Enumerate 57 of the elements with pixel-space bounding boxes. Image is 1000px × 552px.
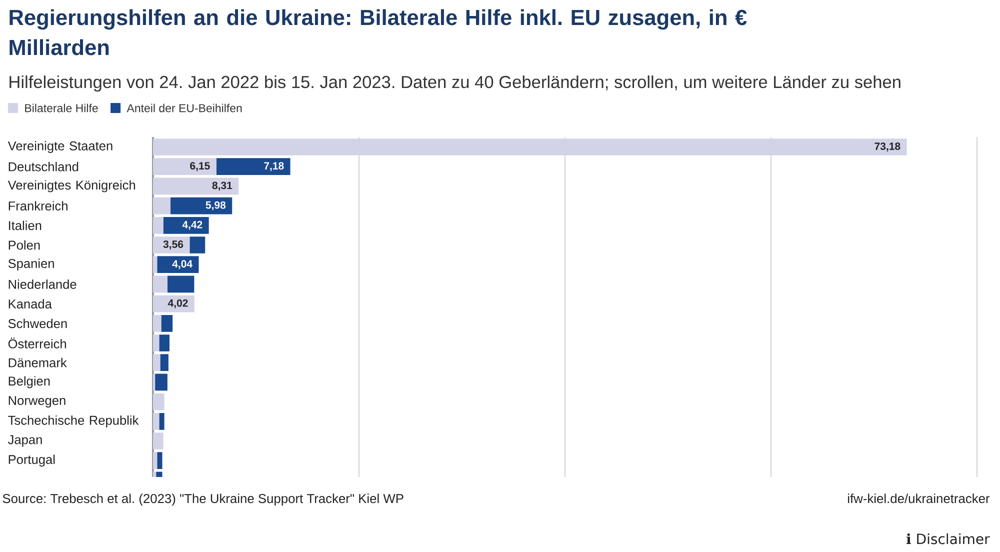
y-tick-label: Kanada <box>8 299 52 309</box>
y-tick-label: Vereinigte Staaten <box>8 141 112 153</box>
text: ℹ Disclaimer <box>906 533 990 544</box>
data-label: 3,56 <box>163 240 184 250</box>
y-tick-label: Frankreich <box>8 201 68 211</box>
y-tick-label: Niederlande <box>8 280 76 289</box>
chart-title: Regierungshilfen an die Ukraine: Bilaterale Hilfe inkl. EU zusagen, in € Milliarden <box>10 9 747 56</box>
bar <box>153 354 160 372</box>
bar <box>153 158 216 176</box>
y-tick-label: Spanien <box>8 258 54 271</box>
bar <box>153 334 160 352</box>
bar <box>157 256 199 274</box>
bar <box>153 314 162 332</box>
legend-label: Bilaterale Hilfe <box>25 104 98 112</box>
chart-subtitle: Hilfeleistungen von 24. Jan 2022 bis 15. Jan 2023. Daten zu 40 Geberländern; scrollen, um weitere Länder zu sehen <box>10 75 900 92</box>
bar <box>163 216 209 234</box>
data-label: 8,31 <box>212 182 232 191</box>
bar <box>160 354 168 372</box>
bar <box>159 334 170 352</box>
bar <box>153 178 239 195</box>
bar <box>170 197 232 214</box>
text: ifw-kiel.de/ukrainetracker <box>848 494 990 504</box>
bar <box>153 216 164 234</box>
bar <box>153 432 164 450</box>
bar <box>190 236 206 254</box>
bar <box>153 412 160 430</box>
y-tick-label: Schweden <box>8 318 67 328</box>
bar <box>153 138 907 156</box>
bar <box>167 276 194 293</box>
bar <box>153 393 164 410</box>
bar <box>159 412 164 430</box>
y-tick-label: Italien <box>8 220 42 230</box>
bar <box>216 158 290 176</box>
data-label: 7,18 <box>264 162 284 172</box>
source-note: Source: Trebesch et al. (2023) "The Ukraine Support Tracker" Kiel WP <box>2 494 404 506</box>
bar <box>161 314 173 332</box>
bar <box>153 197 171 214</box>
bar <box>157 452 162 470</box>
data-label: 4,04 <box>172 260 192 270</box>
y-tick-label: Belgien <box>8 376 50 388</box>
y-tick-label: Japan <box>8 435 42 447</box>
y-tick-label: Portugal <box>8 454 55 467</box>
y-tick-label: Tschechische Republik <box>8 415 139 428</box>
bar <box>153 276 168 293</box>
legend-label: Anteil der EU-Beihilfen <box>126 104 242 112</box>
y-tick-label: Norwegen <box>8 396 66 408</box>
y-tick-label: Deutschland <box>8 162 78 172</box>
data-label: 4,42 <box>182 220 202 230</box>
data-label: 6,15 <box>190 162 210 172</box>
data-label: 5,98 <box>206 201 226 210</box>
data-label: 73,18 <box>874 142 900 152</box>
y-tick-label: Vereinigtes Königreich <box>8 180 136 192</box>
data-label: 4,02 <box>168 299 188 308</box>
y-tick-label: Österreich <box>8 338 66 348</box>
bar <box>155 374 168 391</box>
y-tick-label: Dänemark <box>8 358 67 368</box>
y-tick-label: Polen <box>8 240 40 250</box>
